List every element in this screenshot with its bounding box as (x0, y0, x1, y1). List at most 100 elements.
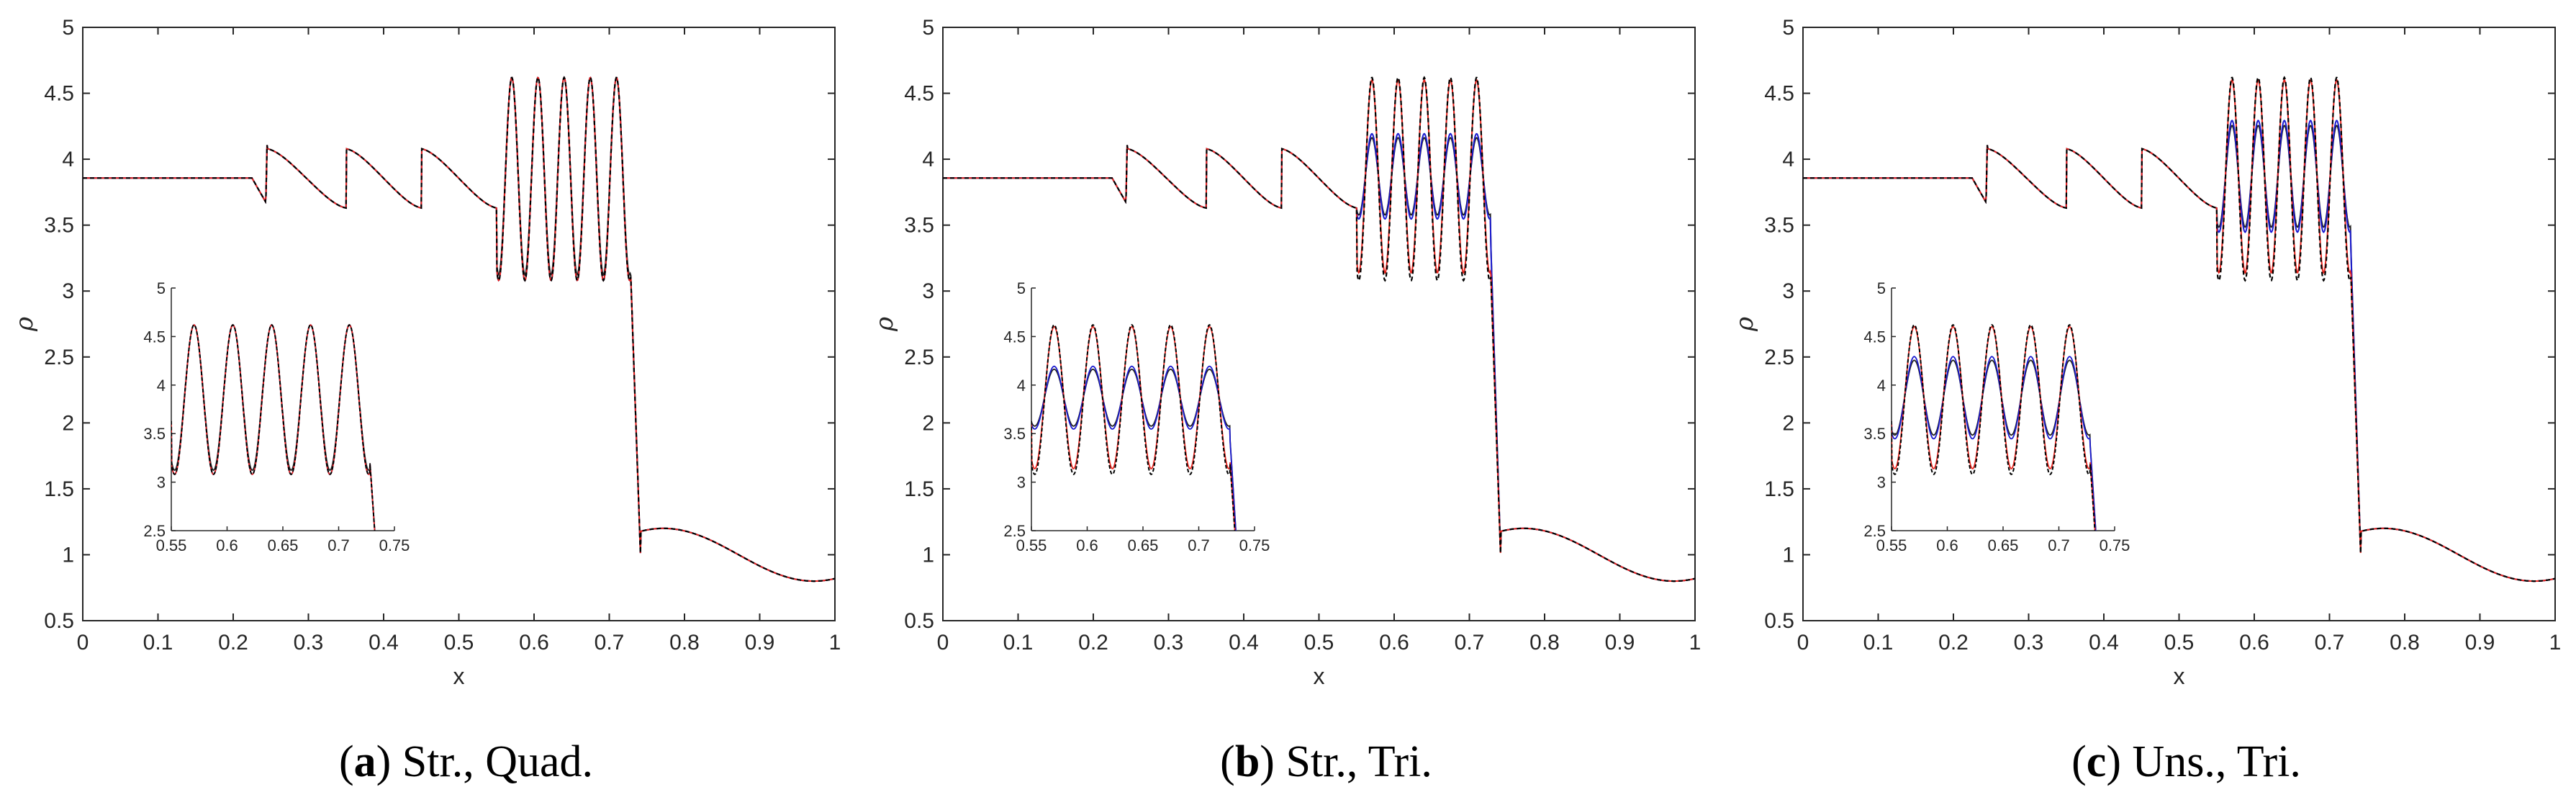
x-tick-label: 0.8 (2390, 631, 2420, 655)
inset-y-tick-label: 4.5 (1863, 328, 1886, 346)
y-tick-label: 1 (1782, 543, 1794, 567)
panel-caption: (b) Str., Tri. (1220, 737, 1432, 786)
x-tick-label: 1 (1689, 631, 1701, 655)
inset-chart: 0.55 0.6 0.65 0.7 0.75 2.5 3 3.5 4 4.5 5 (1003, 279, 1270, 554)
chart-panel-b: 0 0.1 0.2 0.3 0.4 0.5 0.6 0.7 0.8 0.9 1 0.5 1 1.5 2 2.5… (870, 16, 1701, 786)
x-tick-label: 0.5 (1304, 631, 1334, 655)
y-tick-label: 2.5 (44, 346, 74, 369)
y-tick-label: 1.5 (44, 477, 74, 501)
caption-letter: b (1235, 737, 1260, 786)
y-tick-label: 3.5 (1764, 214, 1794, 238)
y-tick-label: 2.5 (904, 346, 934, 369)
x-tick-label: 0.2 (1938, 631, 1969, 655)
x-tick-label: 0.9 (1605, 631, 1635, 655)
x-tick-label: 0.4 (2089, 631, 2119, 655)
inset-y-tick-label: 4 (1877, 377, 1886, 395)
x-tick-label: 0.8 (669, 631, 700, 655)
inset-x-tick-label: 0.75 (2100, 536, 2130, 554)
caption-paren-close: ) (2106, 737, 2132, 786)
x-tick-label: 0.3 (2014, 631, 2044, 655)
y-tick-label: 2.5 (1764, 346, 1794, 369)
series-line-reference (1803, 76, 2556, 583)
inset-y-tick-label: 4.5 (143, 328, 166, 346)
y-tick-label: 5 (1782, 16, 1794, 40)
x-tick-label: 0.1 (1863, 631, 1894, 655)
inset-y-tick-label: 4.5 (1003, 328, 1026, 346)
y-tick-label: 3 (62, 279, 74, 303)
inset-x-tick-label: 0.55 (1876, 536, 1907, 554)
caption-paren-open: ( (1220, 737, 1235, 786)
caption-letter: a (354, 737, 376, 786)
inset-x-tick-label: 0.75 (1239, 536, 1270, 554)
x-axis-label: x (1314, 663, 1325, 689)
y-axis-label: ρ (1730, 317, 1759, 332)
inset-y-tick-label: 5 (157, 279, 166, 297)
inset-y-tick-label: 3.5 (1003, 425, 1026, 443)
x-tick-label: 0.7 (2315, 631, 2345, 655)
y-axis-label: ρ (870, 317, 899, 332)
inset-chart: 0.55 0.6 0.65 0.7 0.75 2.5 3 3.5 4 4.5 5 (1863, 279, 2130, 554)
y-tick-label: 5 (62, 16, 74, 40)
inset-series-line-blue (1031, 365, 1237, 531)
x-axis-label: x (2174, 663, 2185, 689)
inset-x-tick-label: 0.55 (156, 536, 187, 554)
y-tick-label: 4.5 (904, 82, 934, 106)
inset-y-tick-label: 2.5 (1003, 522, 1026, 540)
x-tick-label: 0.4 (369, 631, 399, 655)
x-tick-label: 0.3 (294, 631, 324, 655)
y-tick-label: 2 (1782, 411, 1794, 435)
inset-y-tick-label: 4 (157, 377, 166, 395)
caption-paren-close: ) (376, 737, 402, 786)
inset-x-tick-label: 0.75 (379, 536, 410, 554)
inset-y-tick-label: 4 (1017, 377, 1026, 395)
x-tick-label: 0 (77, 631, 89, 655)
inset-y-tick-label: 2.5 (143, 522, 166, 540)
inset-y-tick-label: 3 (1877, 474, 1886, 492)
x-tick-label: 0.6 (1379, 631, 1409, 655)
inset-series-line-reference (1892, 324, 2096, 531)
x-tick-label: 0.5 (2164, 631, 2195, 655)
inset-chart: 0.55 0.6 0.65 0.7 0.75 2.5 3 3.5 4 4.5 5 (143, 279, 410, 554)
y-axis-label: ρ (10, 317, 39, 332)
inset-series-line-reference (171, 324, 376, 531)
y-tick-label: 4.5 (44, 82, 74, 106)
x-tick-label: 1 (2549, 631, 2562, 655)
x-tick-label: 0 (937, 631, 949, 655)
x-tick-label: 0.9 (2465, 631, 2495, 655)
y-tick-label: 1.5 (904, 477, 934, 501)
y-tick-label: 5 (922, 16, 934, 40)
chart-panel-c: 0 0.1 0.2 0.3 0.4 0.5 0.6 0.7 0.8 0.9 1 0.5 1 1.5 2 2.5… (1730, 16, 2561, 786)
inset-x-tick-label: 0.65 (268, 536, 299, 554)
x-tick-label: 0.9 (745, 631, 775, 655)
panel-caption: (a) Str., Quad. (339, 737, 593, 786)
series-line-reference (943, 76, 1696, 583)
y-tick-label: 3 (1782, 279, 1794, 303)
y-tick-label: 3.5 (904, 214, 934, 238)
x-tick-label: 0.5 (444, 631, 474, 655)
x-tick-label: 0.7 (595, 631, 625, 655)
inset-x-tick-label: 0.65 (1128, 536, 1159, 554)
inset-curves (171, 324, 376, 531)
inset-y-tick-label: 3 (157, 474, 166, 492)
inset-y-tick-label: 5 (1877, 279, 1886, 297)
inset-x-tick-label: 0.55 (1016, 536, 1047, 554)
y-tick-label: 1 (62, 543, 74, 567)
y-tick-label: 2 (62, 411, 74, 435)
inset-curves (1031, 324, 1237, 531)
chart-panel-a: 0 0.1 0.2 0.3 0.4 0.5 0.6 0.7 0.8 0.9 1 0.5 1 1.5 2 2.5… (10, 16, 841, 786)
caption-paren-open: ( (339, 737, 354, 786)
caption-text: Str., Quad. (402, 737, 593, 786)
inset-y-tick-label: 3.5 (143, 425, 166, 443)
y-tick-label: 0.5 (44, 609, 74, 633)
inset-y-tick-label: 3.5 (1863, 425, 1886, 443)
inset-x-tick-label: 0.65 (1988, 536, 2019, 554)
x-tick-label: 0.2 (1078, 631, 1108, 655)
x-axis-label: x (453, 663, 465, 689)
inset-y-tick-label: 2.5 (1863, 522, 1886, 540)
inset-x-tick-label: 0.7 (327, 536, 350, 554)
series-line-reference (83, 76, 836, 583)
inset-x-tick-label: 0.6 (1076, 536, 1098, 554)
y-tick-label: 4.5 (1764, 82, 1794, 106)
inset-curves (1892, 324, 2097, 531)
